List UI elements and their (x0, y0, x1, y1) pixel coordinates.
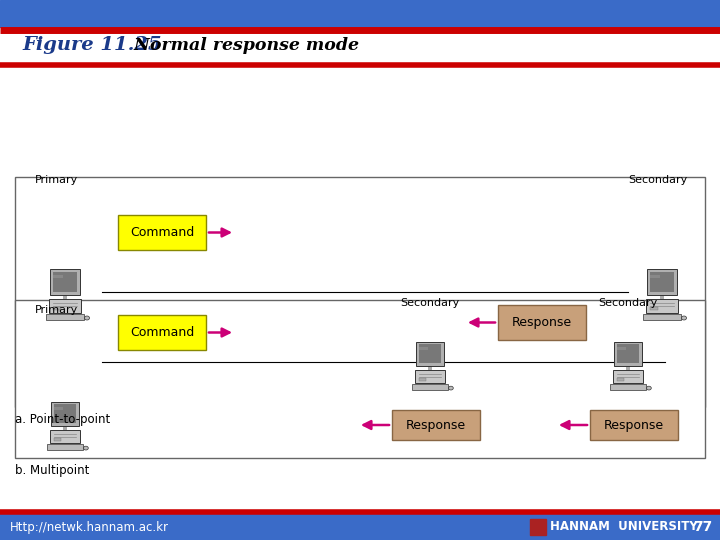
Text: Response: Response (604, 418, 664, 431)
FancyBboxPatch shape (50, 269, 80, 295)
Bar (46, 314, 84, 320)
Ellipse shape (647, 386, 652, 390)
Text: Response: Response (406, 418, 466, 431)
Bar (626, 366, 630, 370)
FancyBboxPatch shape (53, 272, 77, 292)
FancyBboxPatch shape (53, 404, 76, 423)
Bar (118, 315, 206, 350)
Bar (616, 377, 624, 381)
Text: Primary: Primary (35, 175, 78, 185)
Text: Primary: Primary (35, 305, 78, 315)
FancyBboxPatch shape (650, 272, 674, 292)
Text: HANNAM  UNIVERSITY: HANNAM UNIVERSITY (550, 521, 698, 534)
FancyBboxPatch shape (613, 370, 643, 383)
Text: a. Point-to-point: a. Point-to-point (15, 413, 110, 426)
Bar (392, 410, 480, 440)
FancyBboxPatch shape (415, 342, 444, 366)
Bar (118, 215, 206, 250)
Bar (0, 514, 720, 540)
FancyBboxPatch shape (53, 275, 63, 278)
Text: Http://netwk.hannam.ac.kr: Http://netwk.hannam.ac.kr (10, 521, 169, 534)
FancyBboxPatch shape (418, 345, 441, 363)
Bar (15, 177, 705, 407)
FancyBboxPatch shape (53, 407, 63, 410)
Bar (530, 519, 546, 535)
Text: Command: Command (130, 226, 194, 239)
Ellipse shape (84, 316, 89, 320)
Bar (650, 307, 658, 310)
Bar (590, 410, 678, 440)
FancyBboxPatch shape (647, 269, 677, 295)
FancyBboxPatch shape (50, 430, 80, 443)
Bar (412, 384, 448, 390)
FancyBboxPatch shape (650, 275, 660, 278)
Bar (63, 295, 67, 299)
Text: Secondary: Secondary (598, 298, 657, 308)
FancyBboxPatch shape (646, 299, 678, 313)
FancyBboxPatch shape (616, 345, 639, 363)
Text: Command: Command (130, 326, 194, 339)
Bar (418, 377, 426, 381)
FancyBboxPatch shape (50, 402, 79, 426)
Bar (643, 314, 681, 320)
Text: b. Multipoint: b. Multipoint (15, 464, 89, 477)
FancyBboxPatch shape (613, 342, 642, 366)
Bar (53, 437, 61, 441)
Bar (428, 366, 432, 370)
Bar (0, 0, 720, 27)
Text: Figure 11.25: Figure 11.25 (22, 36, 161, 54)
Text: Normal response mode: Normal response mode (128, 37, 359, 53)
Ellipse shape (84, 446, 89, 450)
FancyBboxPatch shape (49, 299, 81, 313)
Text: Secondary: Secondary (628, 175, 688, 185)
Ellipse shape (449, 386, 454, 390)
Bar (610, 384, 646, 390)
Bar (53, 307, 61, 310)
Bar (63, 426, 67, 430)
FancyBboxPatch shape (418, 347, 428, 350)
Bar (660, 295, 664, 299)
Text: Secondary: Secondary (400, 298, 459, 308)
Bar (47, 444, 83, 450)
FancyBboxPatch shape (415, 370, 445, 383)
Text: 77: 77 (693, 520, 712, 534)
FancyBboxPatch shape (616, 347, 626, 350)
Ellipse shape (682, 316, 686, 320)
Text: Response: Response (512, 316, 572, 329)
Bar (15, 300, 705, 458)
Bar (498, 305, 586, 340)
